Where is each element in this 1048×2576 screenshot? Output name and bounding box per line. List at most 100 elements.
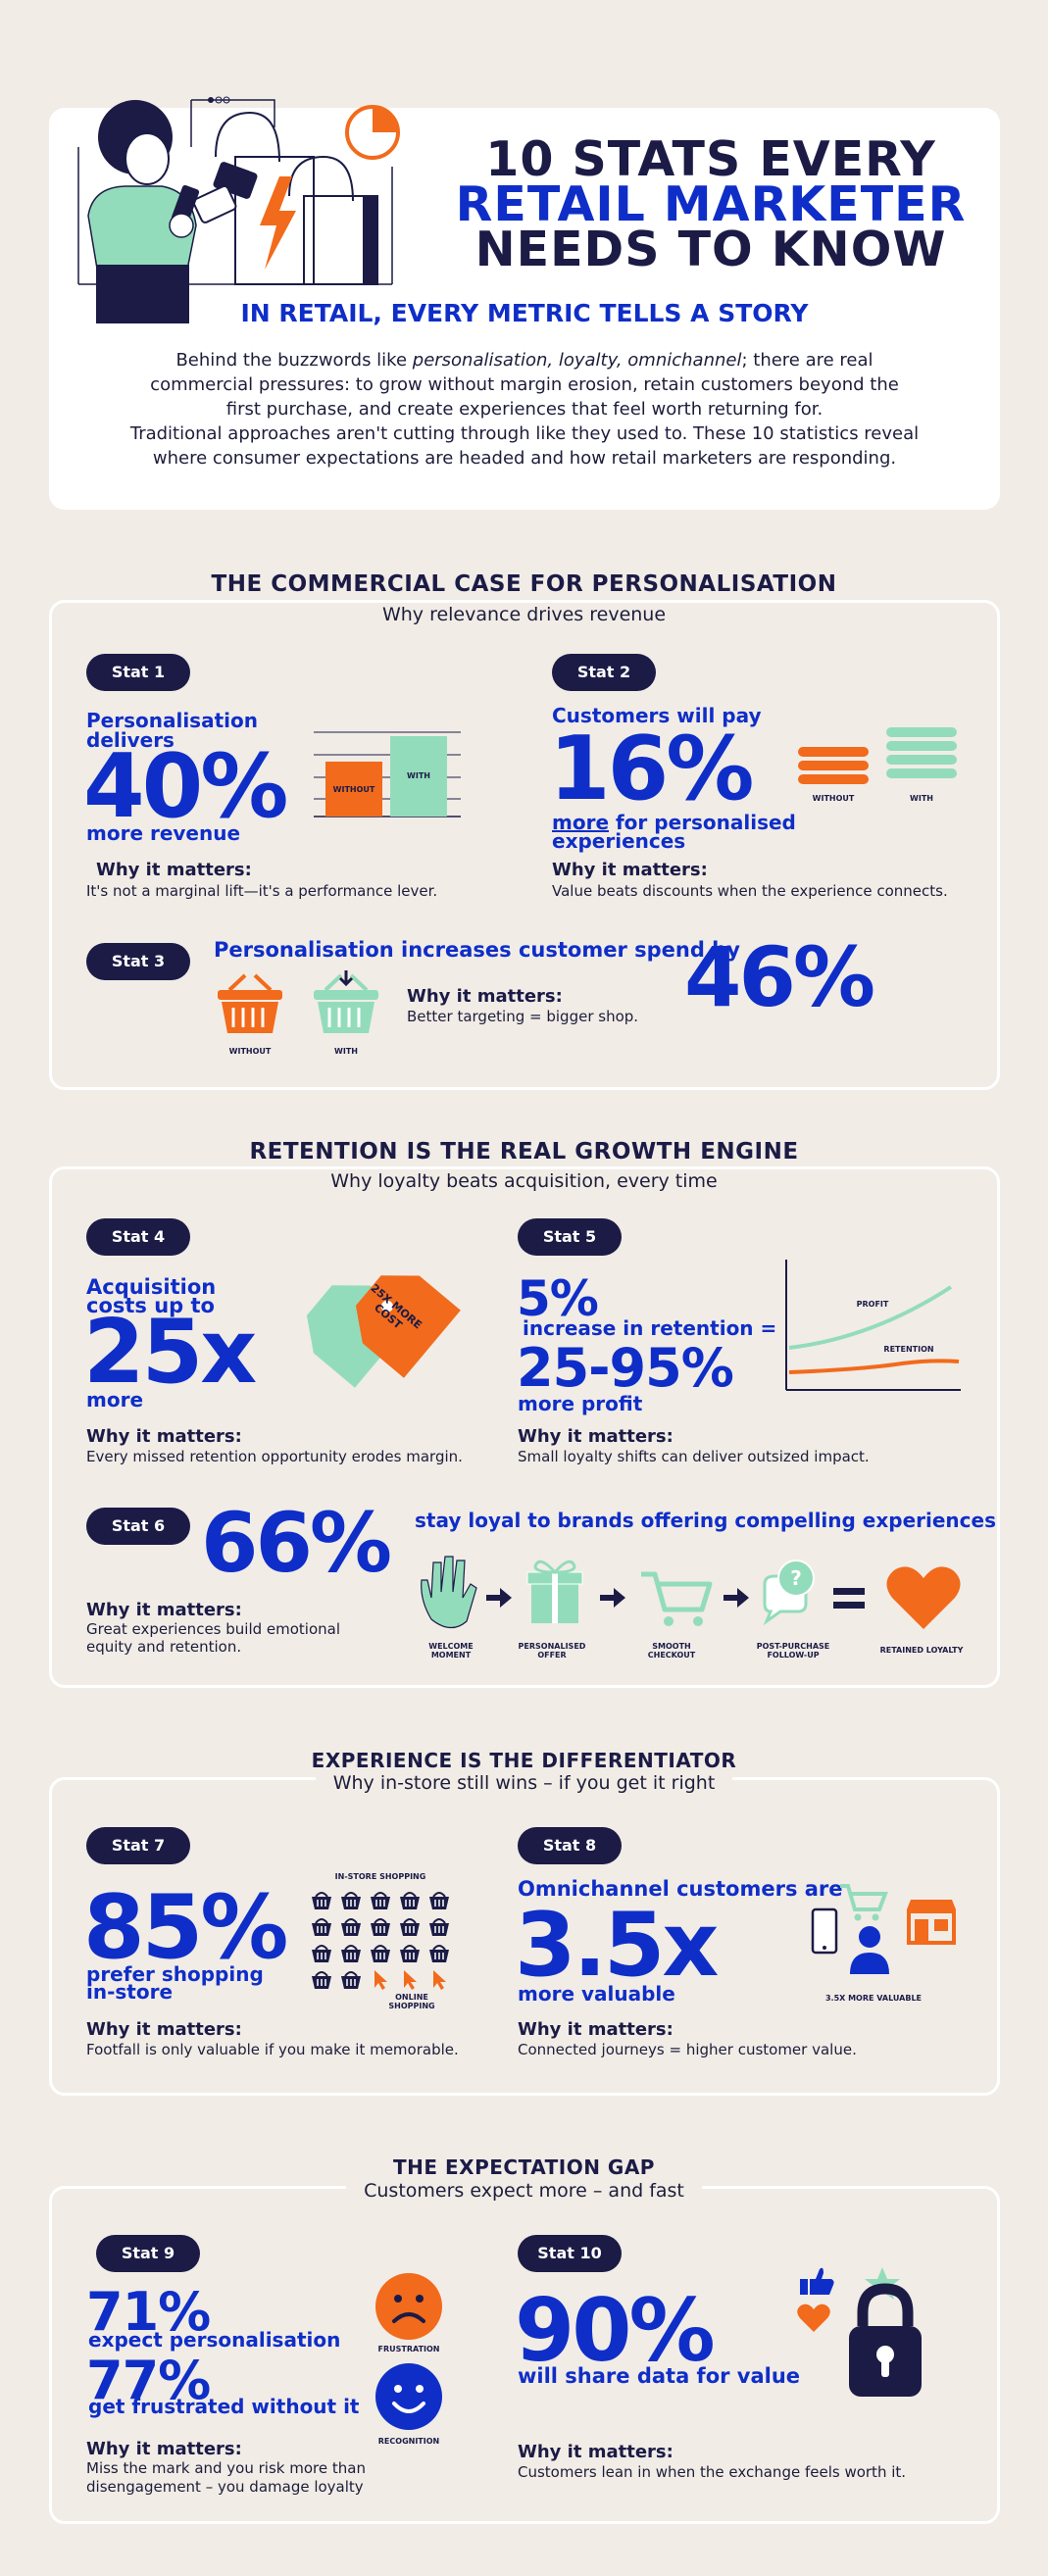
stat1-label-with: WITH [407,771,430,780]
stat9-text-2: get frustrated without it [88,2395,360,2418]
stat8-lead: Omnichannel customers are [518,1877,843,1901]
stat10-why-title: Why it matters: [518,2442,674,2462]
stat9-why-text-2: disengagement – you damage loyalty [86,2478,364,2496]
stat9-pill: Stat 9 [96,2235,200,2272]
stat1-pill: Stat 1 [86,654,190,691]
basket-icon [371,1892,390,1909]
woman-shopping-illustration [77,96,400,323]
stat8-label-more: 3.5X MORE VALUABLE [824,1994,923,2003]
omnichannel-icons [811,1884,956,1974]
stat8-value: 3.5x [515,1894,719,1997]
section4-subtitle: Customers expect more – and fast [0,2180,1048,2202]
stat6-pill: Stat 6 [86,1508,190,1545]
stat2-why-title: Why it matters: [552,860,708,880]
section3-title: EXPERIENCE IS THE DIFFERENTIATOR [0,1749,1048,1772]
stat9-value-2: 77% [86,2350,211,2411]
stat4-why-title: Why it matters: [86,1426,242,1447]
stat4-pill: Stat 4 [86,1218,190,1256]
svg-text:?: ? [790,1566,802,1590]
stat2-label-with: WITH [910,794,933,803]
stat5-line-chart [785,1260,961,1391]
stat10-value: 90% [515,2280,716,2381]
stat9-value-1: 71% [86,2281,211,2343]
section4-title: THE EXPECTATION GAP [0,2155,1048,2179]
basket-grid [312,1892,449,1990]
stat9-why-text-1: Miss the mark and you risk more than [86,2459,366,2477]
stat2-label-without: WITHOUT [812,794,855,803]
title-line-3: NEEDS TO KNOW [474,222,947,277]
stat2-value: 16% [549,718,754,820]
section-personalisation-panel [49,600,1000,1090]
basket-icon [371,1918,390,1936]
stat2-lead: Customers will pay [552,704,762,727]
stat6-value: 66% [201,1495,392,1591]
stat7-value: 85% [83,1876,288,1979]
stat3-label-without: WITHOUT [228,1047,272,1056]
basket-icon [312,1892,331,1909]
stat5-why-text: Small loyalty shifts can deliver outsize… [518,1448,870,1465]
stat3-why-text: Better targeting = bigger shop. [407,1008,639,1025]
stat4-lead-1: Acquisition [86,1275,217,1299]
stat10-why-text: Customers lean in when the exchange feel… [518,2463,907,2481]
intro-line-1: Behind the buzzwords like personalisatio… [175,350,873,371]
stat5-label-retention: RETENTION [883,1345,934,1354]
stat3-value: 46% [684,929,875,1025]
section1-title: THE COMMERCIAL CASE FOR PERSONALISATION [0,571,1048,597]
stat9-text-1: expect personalisation [88,2328,341,2352]
intro-line-4: Traditional approaches aren't cutting th… [129,423,920,444]
stat4-why-text: Every missed retention opportunity erode… [86,1448,463,1465]
stat1-why-title: Why it matters: [96,860,252,880]
journey-step-3: SMOOTH CHECKOUT [647,1642,696,1660]
stat5-label-profit: PROFIT [856,1300,889,1309]
stat7-why-text: Footfall is only valuable if you make it… [86,2041,459,2058]
section1-subtitle: Why relevance drives revenue [0,604,1048,625]
basket-icon [429,1892,449,1909]
stat7-pill: Stat 7 [86,1827,190,1864]
intro-line-2: commercial pressures: to grow without ma… [150,374,899,395]
basket-icon [400,1892,420,1909]
stat5-value-1: 5% [517,1270,599,1327]
stat6-why-title: Why it matters: [86,1600,242,1620]
stat2-tail-2: experiences [552,829,686,853]
stat10-tail: will share data for value [518,2364,801,2388]
section2-title: RETENTION IS THE REAL GROWTH ENGINE [0,1139,1048,1164]
basket-icon [341,1971,361,1989]
stat2-why-text: Value beats discounts when the experienc… [552,882,948,900]
stat1-tail: more revenue [86,821,241,845]
happy-face-icon [375,2363,442,2430]
basket-icon [429,1945,449,1962]
frustrated-face-icon [375,2273,442,2340]
stat9-label-recognition: RECOGNITION [377,2437,440,2446]
header-subtitle: IN RETAIL, EVERY METRIC TELLS A STORY [240,299,809,327]
stat1-lead-2: delivers [86,728,175,752]
intro-line-5: where consumer expectations are headed a… [152,448,897,469]
stat1-value: 40% [83,735,288,838]
intro-line-3: first purchase, and create experiences t… [225,399,823,420]
stat1-why-text: It's not a marginal lift—it's a performa… [86,882,438,900]
stat10-pill: Stat 10 [518,2235,622,2272]
stat2-tail: more for personalised [552,811,796,834]
basket-icon [312,1918,331,1936]
title-line-2: RETAIL MARKETER [455,176,967,232]
basket-icon [341,1918,361,1936]
stat6-why-text-1: Great experiences build emotional [86,1620,341,1638]
header-card [49,108,1000,510]
stat1-bar-chart [314,731,461,817]
stat5-tail: more profit [518,1392,643,1415]
stat9-label-frustration: FRUSTRATION [377,2345,440,2353]
journey-step-1: WELCOME MOMENT [428,1642,474,1660]
stat7-tail-1: prefer shopping [86,1962,264,1986]
stat6-why-text-2: equity and retention. [86,1638,242,1656]
stat8-why-title: Why it matters: [518,2019,674,2040]
stat6-lead: stay loyal to brands offering compelling… [415,1509,996,1532]
header-intro: Behind the buzzwords like personalisatio… [59,348,990,471]
journey-icons: ? [421,1556,961,1629]
stat4-tail: more [86,1388,144,1412]
stat8-pill: Stat 8 [518,1827,622,1864]
stat7-why-title: Why it matters: [86,2019,242,2040]
stat4-value: 25x [83,1301,257,1404]
stat8-why-text: Connected journeys = higher customer val… [518,2041,857,2058]
stat5-value-2: 25-95% [517,1337,734,1399]
cursor-icon [374,1970,387,1990]
journey-step-4: POST-PURCHASE FOLLOW-UP [756,1642,830,1660]
